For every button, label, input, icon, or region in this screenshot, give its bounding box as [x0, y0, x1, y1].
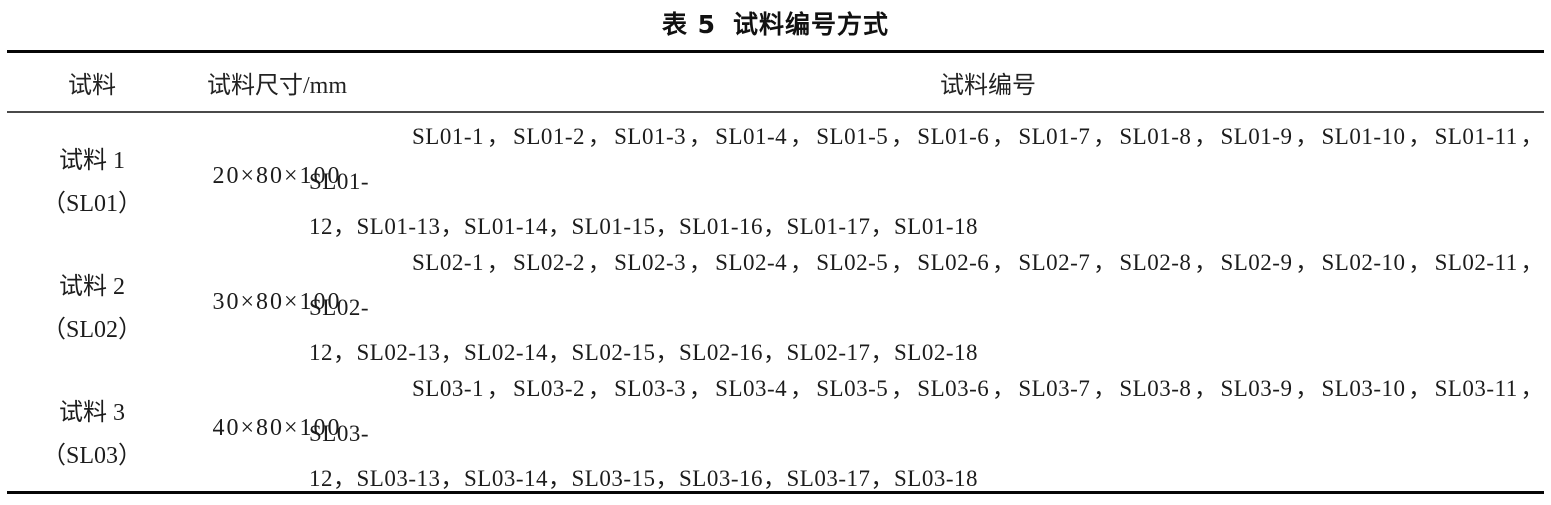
- table-row: 试料 3 （SL03） 40×80×100 SL03-1，SL03-2，SL03…: [7, 365, 1544, 491]
- header-cell-size: 试料尺寸/mm: [206, 72, 347, 99]
- table-title-index: 表 5: [661, 10, 717, 39]
- specimen-code: （SL01）: [41, 191, 142, 217]
- header-cell-specimen: 试料: [68, 72, 116, 99]
- specimen-name: 试料 1: [59, 148, 125, 174]
- specimen-ids-line2: 12，SL01-13，SL01-14，SL01-15，SL01-16，SL01-…: [309, 213, 978, 239]
- specimen-code: （SL02）: [41, 317, 142, 343]
- specimen-name-cell: 试料 1 （SL01）: [7, 140, 177, 226]
- table-top-rule: [7, 50, 1544, 53]
- specimen-name: 试料 2: [59, 274, 125, 300]
- table-row: 试料 2 （SL02） 30×80×100 SL02-1，SL02-2，SL02…: [7, 239, 1544, 365]
- specimen-ids-cell: SL03-1，SL03-2，SL03-3，SL03-4，SL03-5，SL03-…: [309, 366, 1544, 501]
- specimen-size-cell: 30×80×100: [212, 288, 342, 315]
- specimen-size-cell: 20×80×100: [212, 162, 342, 189]
- specimen-code: （SL03）: [41, 443, 142, 469]
- specimen-ids-cell: SL02-1，SL02-2，SL02-3，SL02-4，SL02-5，SL02-…: [309, 240, 1544, 375]
- table-row: 试料 1 （SL01） 20×80×100 SL01-1，SL01-2，SL01…: [7, 113, 1544, 239]
- specimen-ids-cell: SL01-1，SL01-2，SL01-3，SL01-4，SL01-5，SL01-…: [309, 114, 1544, 249]
- specimen-size-cell: 40×80×100: [212, 414, 342, 441]
- specimen-ids-line2: 12，SL02-13，SL02-14，SL02-15，SL02-16，SL02-…: [309, 339, 978, 365]
- specimen-name-cell: 试料 3 （SL03）: [7, 392, 177, 478]
- specimen-name: 试料 3: [59, 400, 125, 426]
- table-title-text: 试料编号方式: [733, 10, 890, 39]
- table-header-row: 试料 试料尺寸/mm 试料编号: [7, 53, 1544, 113]
- specimen-name-cell: 试料 2 （SL02）: [7, 266, 177, 352]
- specimen-ids-line1: SL02-1，SL02-2，SL02-3，SL02-4，SL02-5，SL02-…: [309, 249, 1544, 320]
- table-title: 表 5 试料编号方式: [0, 5, 1551, 41]
- specimen-ids-line1: SL01-1，SL01-2，SL01-3，SL01-4，SL01-5，SL01-…: [309, 123, 1544, 194]
- header-cell-numbering: 试料编号: [940, 72, 1036, 99]
- specimen-numbering-table: 试料 试料尺寸/mm 试料编号 试料 1 （SL01） 20×80×100 SL…: [7, 50, 1544, 494]
- specimen-ids-line2: 12，SL03-13，SL03-14，SL03-15，SL03-16，SL03-…: [309, 465, 978, 491]
- table-bottom-rule: [7, 491, 1544, 494]
- specimen-ids-line1: SL03-1，SL03-2，SL03-3，SL03-4，SL03-5，SL03-…: [309, 375, 1544, 446]
